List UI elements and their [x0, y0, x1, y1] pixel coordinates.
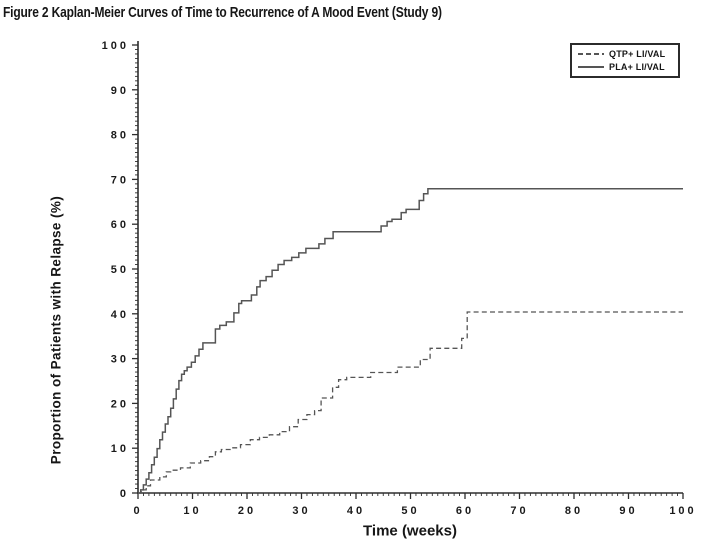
x-axis-title: Time (weeks) [363, 522, 457, 540]
y-tick-label: 70 [111, 174, 129, 186]
legend-label-pla: PLA+ LI/VAL [609, 62, 665, 72]
y-tick-label: 20 [111, 398, 129, 410]
legend-label-qtp: QTP+ LI/VAL [609, 49, 666, 59]
x-tick-label: 0 [133, 505, 142, 517]
x-tick-label: 90 [619, 505, 637, 517]
legend: QTP+ LI/VAL PLA+ LI/VAL [570, 43, 680, 78]
dashed-line-sample [578, 53, 604, 55]
x-tick-label: 30 [292, 505, 310, 517]
y-tick-label: 100 [102, 40, 129, 52]
legend-item-qtp: QTP+ LI/VAL [578, 49, 678, 59]
solid-line-sample [578, 66, 604, 68]
figure-title: Figure 2 Kaplan-Meier Curves of Time to … [3, 4, 442, 21]
x-tick-label: 10 [183, 505, 201, 517]
y-tick-label: 40 [111, 309, 129, 321]
y-tick-label: 50 [111, 264, 129, 276]
legend-item-pla: PLA+ LI/VAL [578, 62, 678, 72]
y-tick-label: 90 [111, 85, 129, 97]
y-tick-label: 80 [111, 130, 129, 142]
y-tick-label: 10 [111, 443, 129, 455]
x-tick-label: 50 [401, 505, 419, 517]
x-tick-label: 80 [565, 505, 583, 517]
series-curve-1 [138, 188, 683, 494]
y-axis-title: Proportion of Patients with Relapse (%) [48, 195, 64, 465]
x-tick-label: 100 [669, 505, 696, 517]
x-tick-label: 60 [456, 505, 474, 517]
y-tick-label: 60 [111, 219, 129, 231]
y-tick-label: 30 [111, 354, 129, 366]
x-tick-label: 70 [510, 505, 528, 517]
y-tick-label: 0 [120, 488, 129, 500]
series-curve-0 [138, 311, 683, 494]
x-tick-label: 20 [238, 505, 256, 517]
x-tick-label: 40 [347, 505, 365, 517]
